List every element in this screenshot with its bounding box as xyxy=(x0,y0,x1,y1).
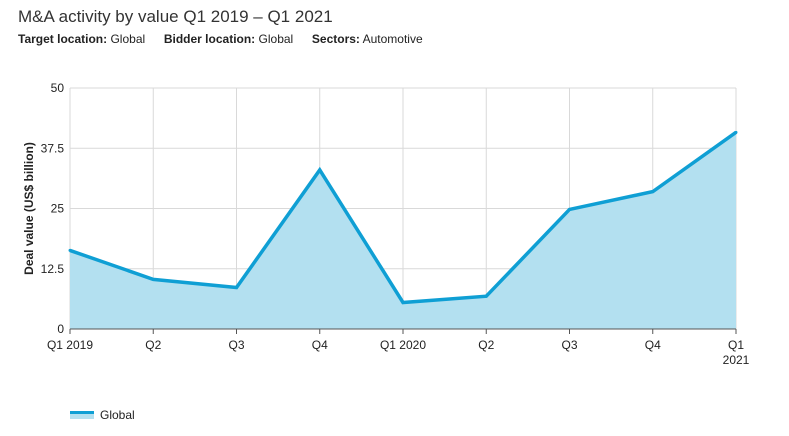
area-fill-global xyxy=(70,132,736,329)
data-point-global xyxy=(68,248,72,252)
y-tick-label: 50 xyxy=(51,81,65,95)
y-tick-label: 37.5 xyxy=(41,141,65,155)
x-tick-label: Q4 xyxy=(645,338,661,352)
y-tick-label: 25 xyxy=(51,202,65,216)
data-point-global xyxy=(568,207,571,211)
x-tick-label: 2021 xyxy=(723,353,750,367)
sectors-value: Automotive xyxy=(362,32,423,46)
legend[interactable]: Global xyxy=(70,408,135,422)
legend-swatch-global xyxy=(70,411,94,419)
filter-summary: Target location: Global Bidder location:… xyxy=(18,32,423,46)
y-tick-label: 0 xyxy=(57,322,64,336)
x-tick-label: Q4 xyxy=(312,338,328,352)
data-point-global xyxy=(318,168,322,172)
x-tick-label: Q1 xyxy=(728,338,744,352)
data-point-global xyxy=(151,277,155,281)
x-tick-label: Q1 2019 xyxy=(47,338,93,352)
y-tick-label: 12.5 xyxy=(41,262,65,276)
data-point-global xyxy=(235,286,238,290)
y-axis-label: Deal value (US$ billion) xyxy=(22,142,36,275)
x-tick-label: Q2 xyxy=(478,338,494,352)
x-tick-label: Q3 xyxy=(228,338,244,352)
sectors-label: Sectors: xyxy=(311,32,360,46)
legend-label-global: Global xyxy=(100,408,135,422)
x-tick-label: Q1 2020 xyxy=(380,338,426,352)
chart-title: M&A activity by value Q1 2019 – Q1 2021 xyxy=(18,7,333,26)
target-location-label: Target location: xyxy=(18,32,108,46)
bidder-location-value: Global xyxy=(258,32,294,46)
bidder-location-label: Bidder location: xyxy=(163,32,256,46)
x-tick-label: Q3 xyxy=(561,338,577,352)
data-point-global xyxy=(401,300,405,304)
target-location-value: Global xyxy=(110,32,146,46)
data-point-global xyxy=(734,130,738,134)
x-tick-label: Q2 xyxy=(145,338,161,352)
data-point-global xyxy=(651,190,655,194)
data-point-global xyxy=(484,294,488,298)
